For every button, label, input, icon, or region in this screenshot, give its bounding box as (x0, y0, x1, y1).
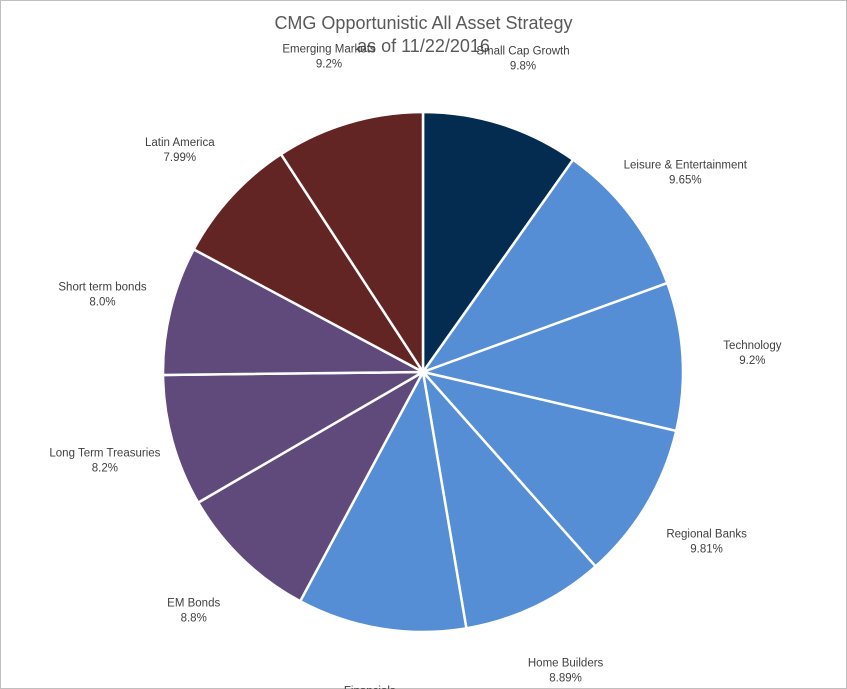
chart-title: CMG Opportunistic All Asset Strategy (274, 13, 573, 33)
slice-name-small-cap-growth: Small Cap Growth (476, 46, 569, 58)
slice-value-emerging-markets: 9.2% (316, 59, 342, 71)
data-label-technology: Technology 9.2% (723, 340, 781, 367)
data-label-home-builders: Home Builders 8.89% (528, 658, 604, 685)
slice-value-technology: 9.2% (739, 355, 765, 367)
slice-em-bonds (196, 370, 425, 603)
slice-name-long-term-treasuries: Long Term Treasuries (49, 448, 160, 460)
slice-value-small-cap-growth: 9.8% (510, 61, 536, 73)
slice-name-emerging-markets: Emerging Markets (282, 44, 376, 56)
slice-latin-america (192, 152, 425, 374)
slice-name-regional-banks: Regional Banks (666, 529, 747, 541)
slice-home-builders (421, 370, 597, 630)
slice-name-financials: Financials (344, 686, 396, 689)
data-label-small-cap-growth: Small Cap Growth 9.8% (476, 46, 569, 73)
data-label-regional-banks: Regional Banks 9.81% (666, 529, 747, 556)
slice-value-em-bonds: 8.8% (181, 612, 207, 624)
slice-value-regional-banks: 9.81% (690, 544, 723, 556)
chart-title-block: CMG Opportunistic All Asset Strategy as … (0, 12, 847, 58)
chart-subtitle: as of 11/22/2016 (357, 36, 490, 56)
slice-name-leisure-and-entertainment: Leisure & Entertainment (624, 160, 748, 172)
slice-value-long-term-treasuries: 8.2% (92, 463, 118, 475)
slice-emerging-markets (279, 110, 425, 374)
slice-name-technology: Technology (723, 340, 781, 352)
slice-name-short-term-bonds: Short term bonds (58, 282, 146, 294)
slice-name-latin-america: Latin America (145, 137, 215, 149)
slice-small-cap-growth (421, 110, 575, 374)
slice-value-short-term-bonds: 8.0% (89, 297, 115, 309)
data-label-emerging-markets: Emerging Markets 9.2% (282, 44, 376, 71)
slice-name-em-bonds: EM Bonds (167, 597, 220, 609)
data-label-short-term-bonds: Short term bonds 8.0% (58, 282, 146, 309)
slice-leisure-and-entertainment (421, 158, 669, 374)
data-label-long-term-treasuries: Long Term Treasuries 8.2% (49, 448, 160, 475)
slice-value-latin-america: 7.99% (163, 152, 196, 164)
slice-value-home-builders: 8.89% (549, 673, 582, 685)
slice-regional-banks (421, 370, 678, 568)
slice-long-term-treasuries (161, 370, 425, 504)
slice-short-term-bonds (161, 248, 425, 377)
slice-value-leisure-and-entertainment: 9.65% (669, 175, 702, 187)
slice-technology (421, 281, 685, 433)
data-label-financials: Financials10.5% (344, 686, 396, 689)
slice-financials (298, 370, 468, 634)
data-label-em-bonds: EM Bonds 8.8% (167, 597, 220, 624)
data-label-latin-america: Latin America 7.99% (145, 137, 215, 164)
data-label-leisure-and-entertainment: Leisure & Entertainment 9.65% (624, 160, 748, 187)
slice-name-home-builders: Home Builders (528, 658, 604, 670)
